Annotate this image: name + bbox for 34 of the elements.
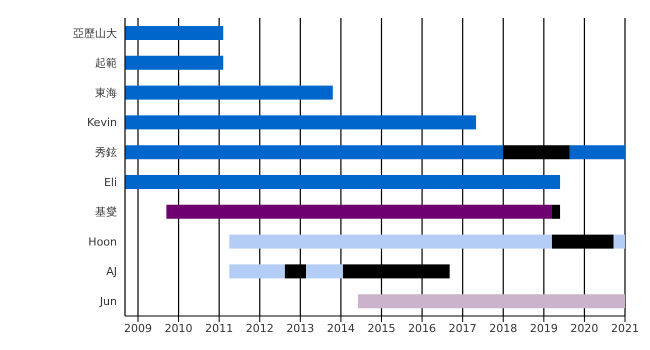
x-tick-label: 2009: [124, 322, 152, 335]
x-tick-label: 2016: [408, 322, 436, 335]
y-tick-label: 亞歷山大: [73, 26, 117, 40]
bar: [125, 145, 504, 160]
y-tick-label: 起範: [95, 56, 117, 70]
x-tick-label: 2015: [367, 322, 396, 335]
bar: [358, 294, 625, 308]
bar: [614, 234, 625, 249]
x-tick-label: 2021: [611, 322, 639, 335]
x-tick-label: 2013: [286, 322, 314, 335]
x-tick-label: 2012: [246, 322, 274, 335]
bar: [552, 204, 560, 219]
y-tick-label: Kevin: [87, 116, 118, 130]
bar: [125, 56, 224, 70]
bar: [306, 264, 343, 278]
y-tick-label: Eli: [104, 176, 117, 189]
y-tick-label: 東海: [95, 86, 117, 100]
y-tick-label: 基燮: [95, 206, 117, 219]
bar: [125, 86, 333, 100]
y-tick-label: Hoon: [88, 235, 118, 248]
x-tick-label: 2011: [205, 322, 234, 335]
bar: [166, 204, 552, 219]
bar: [125, 26, 224, 40]
x-tick-label: 2018: [489, 322, 518, 335]
x-tick-label: 2014: [326, 322, 355, 335]
x-tick-label: 2020: [570, 322, 598, 335]
y-tick-label: Jun: [98, 295, 118, 308]
x-tick-label: 2019: [530, 322, 558, 335]
x-tick-label: 2017: [448, 322, 477, 335]
y-tick-label: AJ: [106, 265, 117, 278]
bar: [125, 175, 560, 189]
x-tick-label: 2010: [164, 322, 193, 335]
bar: [125, 115, 476, 130]
y-tick-label: 秀鉉: [95, 146, 117, 160]
